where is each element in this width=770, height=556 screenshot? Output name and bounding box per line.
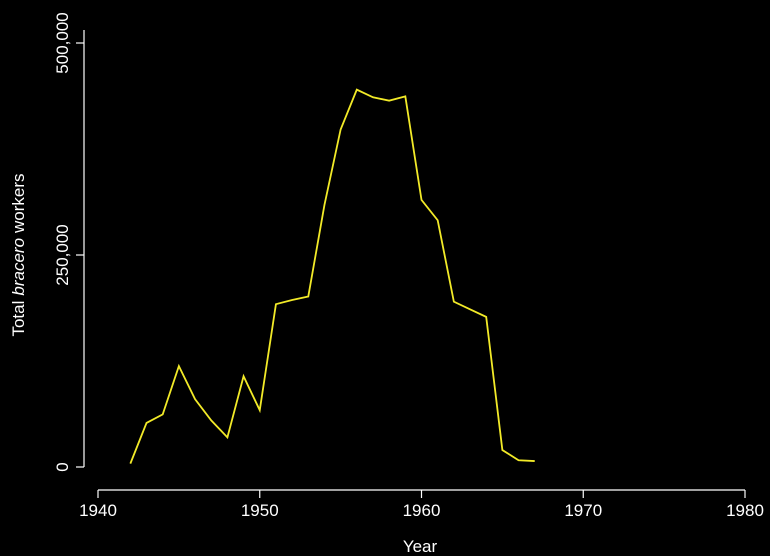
y-axis-label: Total bracero workers bbox=[9, 173, 28, 336]
x-tick-label: 1970 bbox=[564, 501, 602, 520]
y-label-part: bracero bbox=[9, 238, 28, 296]
y-tick-label: 250,000 bbox=[53, 224, 72, 285]
y-label-part: workers bbox=[9, 173, 28, 234]
x-tick-label: 1980 bbox=[726, 501, 764, 520]
data-line bbox=[129, 88, 535, 464]
y-label-part: Total bbox=[9, 301, 28, 337]
y-tick-label: 500,000 bbox=[53, 12, 72, 73]
x-tick-label: 1950 bbox=[241, 501, 279, 520]
x-axis-label: Year bbox=[403, 537, 438, 556]
x-tick-label: 1960 bbox=[403, 501, 441, 520]
x-tick-label: 1940 bbox=[79, 501, 117, 520]
y-tick-label: 0 bbox=[53, 462, 72, 471]
